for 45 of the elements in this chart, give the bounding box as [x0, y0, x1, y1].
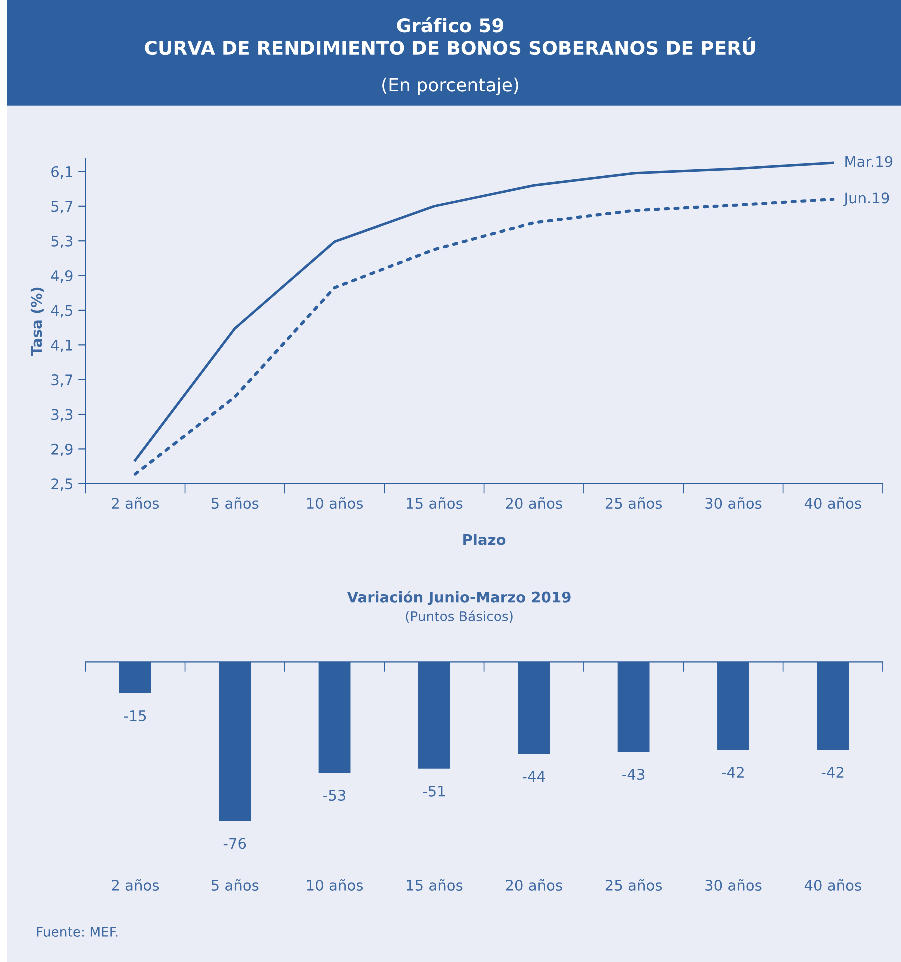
x-tick-label: 30 años	[706, 879, 762, 891]
x-tick-label: 5 años	[212, 498, 259, 510]
line-series	[134, 162, 834, 462]
x-tick-label: 10 años	[307, 879, 364, 891]
chart-subtitle: (Puntos Básicos)	[406, 610, 513, 623]
data-label: -51	[423, 786, 446, 797]
x-tick-label: 15 años	[407, 879, 463, 891]
x-tick-label: 10 años	[307, 498, 364, 510]
x-tick-label: 20 años	[506, 879, 562, 891]
x-tick-label: 2 años	[112, 498, 160, 510]
data-label: -42	[822, 767, 844, 778]
x-tick-label: 2 años	[112, 879, 160, 891]
data-label: -42	[722, 767, 744, 778]
y-tick-label: 4,1	[51, 340, 72, 352]
x-tick-label: 25 años	[606, 879, 662, 891]
data-label: -15	[124, 710, 146, 722]
data-label: -44	[522, 771, 546, 782]
data-label: -53	[324, 790, 346, 802]
data-label: -43	[622, 769, 645, 780]
y-tick-label: 2,5	[52, 478, 73, 492]
y-tick-label: 3,3	[52, 409, 73, 422]
x-tick-label: 40 años	[804, 498, 862, 510]
chart-title: Gráfico 59 CURVA DE RENDIMIENTO DE BONOS SOBERANOS DE PERÚ	[145, 17, 756, 56]
y-tick-label: 3,7	[52, 374, 73, 388]
y-tick-label: 4,5	[51, 305, 73, 318]
series-label: Jun.19	[844, 192, 890, 206]
y-tick-label: 6,1	[52, 166, 72, 179]
chart-subtitle: (En porcentaje)	[382, 78, 518, 96]
line-series	[134, 198, 835, 476]
source-note: Fuente: MEF.	[37, 927, 118, 937]
x-tick-label: 5 años	[212, 879, 259, 891]
series-label: Mar.19	[846, 156, 893, 168]
x-tick-label: 25 años	[606, 498, 662, 510]
x-axis-title: Plazo	[464, 534, 506, 546]
y-tick-label: 2,9	[52, 444, 73, 456]
y-tick-label: 5,3	[52, 236, 73, 248]
data-label: -76	[224, 838, 246, 850]
y-axis-title: Tasa (%)	[30, 288, 44, 356]
y-tick-label: 5,7	[52, 201, 73, 214]
chart-title: Variación Junio-Marzo 2019	[347, 590, 571, 606]
x-tick-label: 20 años	[506, 498, 562, 510]
y-tick-label: 4,9	[51, 270, 73, 284]
x-tick-label: 15 años	[407, 498, 463, 510]
x-tick-label: 40 años	[804, 879, 862, 891]
x-tick-label: 30 años	[706, 498, 762, 510]
